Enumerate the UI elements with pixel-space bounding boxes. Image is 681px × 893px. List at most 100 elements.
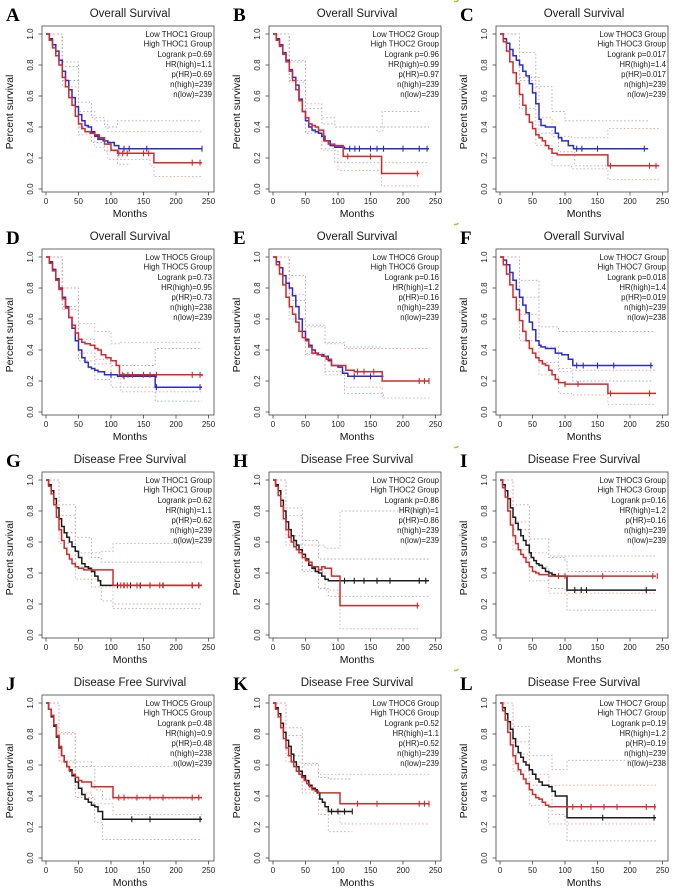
panel-cell-K: K Disease Free Survival 0 50 100 150 200 250 0.0…	[227, 669, 454, 892]
stat-line: p(HR)=0.52	[398, 739, 439, 748]
high-survival-curve	[500, 256, 656, 395]
ci-curve	[46, 702, 202, 800]
km-plot-E: E Overall Survival 0 50 100 150 200 250 0.0 0.2 0.…	[227, 223, 454, 446]
y-tick-label: 0.6	[26, 313, 35, 325]
plot-frame	[41, 694, 215, 862]
y-axis-label: Percent survival	[231, 298, 243, 373]
legend-label: High THOC5 Group	[144, 263, 213, 272]
panel-title: Overall Survival	[544, 8, 625, 20]
x-tick-label: 100	[558, 197, 572, 206]
stat-line: n(high)=238	[170, 303, 212, 312]
x-tick-label: 100	[104, 866, 118, 875]
legend-label: Low THOC6 Group	[372, 699, 439, 708]
y-tick-label: 0.6	[480, 536, 489, 548]
y-tick-label: 0.2	[480, 375, 489, 387]
y-tick-label: 0.6	[253, 759, 262, 771]
panel-letter: B	[233, 5, 246, 26]
y-tick-label: 1.0	[26, 28, 35, 40]
panel-cell-G: G Disease Free Survival 0 50 100 150 200 250 0.0…	[0, 446, 227, 669]
y-tick-label: 0.4	[26, 344, 35, 356]
x-tick-label: 50	[528, 866, 537, 875]
stat-line: p(HR)=0.69	[171, 70, 212, 79]
y-tick-label: 0.0	[253, 183, 262, 195]
x-tick-label: 100	[331, 643, 345, 652]
y-tick-label: 0.8	[26, 282, 35, 294]
y-tick-label: 0.0	[26, 183, 35, 195]
high-survival-curve	[46, 33, 202, 164]
legend-label: Low THOC5 Group	[145, 699, 212, 708]
y-tick-label: 1.0	[480, 697, 489, 709]
y-axis-label: Percent survival	[458, 298, 470, 373]
stat-line: n(high)=239	[397, 80, 439, 89]
stat-line: Logrank p=0.16	[612, 496, 666, 505]
y-axis-label: Percent survival	[4, 521, 16, 596]
y-tick-label: 0.4	[480, 344, 489, 356]
x-tick-label: 100	[331, 866, 345, 875]
panel-title: Disease Free Survival	[528, 677, 640, 689]
panel-title: Overall Survival	[90, 8, 171, 20]
x-axis-label: Months	[567, 431, 601, 443]
stat-line: n(low)=238	[627, 759, 666, 768]
ci-curve	[273, 33, 420, 187]
x-tick-label: 100	[104, 643, 118, 652]
stat-line: HR(high)=1.1	[165, 60, 212, 69]
stat-line: n(low)=239	[400, 759, 439, 768]
y-tick-label: 0.4	[253, 121, 262, 133]
panel-cell-A: A Overall Survival 0 50 100 150 200 250 0.0 0.2 0.…	[0, 0, 227, 223]
legend-label: High THOC3 Group	[598, 486, 667, 495]
stat-line: Logrank p=0.73	[158, 273, 212, 282]
y-tick-label: 0.4	[480, 567, 489, 579]
x-tick-label: 200	[623, 643, 637, 652]
y-tick-label: 0.4	[480, 790, 489, 802]
x-tick-label: 250	[656, 643, 670, 652]
x-tick-label: 0	[271, 197, 276, 206]
x-tick-label: 250	[202, 643, 216, 652]
y-tick-label: 0.6	[253, 90, 262, 102]
panel-title: Disease Free Survival	[301, 677, 413, 689]
panel-cell-E: E Overall Survival 0 50 100 150 200 250 0.0 0.2 0.…	[227, 223, 454, 446]
stat-line: n(high)=239	[170, 526, 212, 535]
low-survival-curve	[500, 479, 656, 591]
stat-line: Logrank p=0.69	[158, 50, 212, 59]
panel-letter: G	[6, 451, 21, 472]
panel-title: Disease Free Survival	[301, 454, 413, 466]
ci-curve	[500, 33, 660, 181]
y-tick-label: 0.6	[26, 759, 35, 771]
legend-label: High THOC1 Group	[144, 40, 213, 49]
y-axis-label: Percent survival	[231, 521, 243, 596]
x-tick-label: 0	[44, 420, 49, 429]
x-tick-label: 0	[271, 420, 276, 429]
legend-label: High THOC5 Group	[144, 709, 213, 718]
panel-letter: F	[460, 228, 472, 249]
ci-curve	[500, 33, 649, 122]
y-tick-label: 0.0	[253, 629, 262, 641]
y-axis-label: Percent survival	[231, 744, 243, 819]
km-plot-K: K Disease Free Survival 0 50 100 150 200 250 0.0…	[227, 669, 454, 892]
km-plot-D: D Overall Survival 0 50 100 150 200 250 0.0 0.2 0.…	[0, 223, 227, 446]
km-plot-I: I Disease Free Survival 0 50 100 150 200 250 0.0…	[454, 446, 681, 669]
x-tick-label: 100	[104, 197, 118, 206]
x-axis-label: Months	[113, 877, 147, 889]
y-tick-label: 0.0	[480, 406, 489, 418]
x-tick-label: 200	[169, 197, 183, 206]
x-tick-label: 250	[656, 420, 670, 429]
stat-line: p(HR)=0.017	[621, 70, 666, 79]
x-tick-label: 150	[137, 866, 151, 875]
x-tick-label: 0	[271, 866, 276, 875]
x-tick-label: 250	[656, 197, 670, 206]
x-tick-label: 250	[429, 643, 443, 652]
x-tick-label: 250	[429, 420, 443, 429]
y-axis-label: Percent survival	[231, 75, 243, 150]
x-tick-label: 250	[202, 197, 216, 206]
legend-label: High THOC6 Group	[371, 709, 440, 718]
panel-letter: H	[233, 451, 248, 472]
y-tick-label: 0.2	[26, 598, 35, 610]
y-tick-label: 0.4	[26, 790, 35, 802]
x-tick-label: 200	[623, 420, 637, 429]
panel-cell-L: L Disease Free Survival 0 50 100 150 200 250 0.0…	[454, 669, 681, 892]
stat-line: n(high)=239	[170, 80, 212, 89]
high-survival-curve	[500, 702, 656, 808]
stat-line: HR(high)=1.1	[392, 729, 439, 738]
x-axis-label: Months	[567, 877, 601, 889]
stat-line: HR(high)=1.2	[619, 506, 666, 515]
